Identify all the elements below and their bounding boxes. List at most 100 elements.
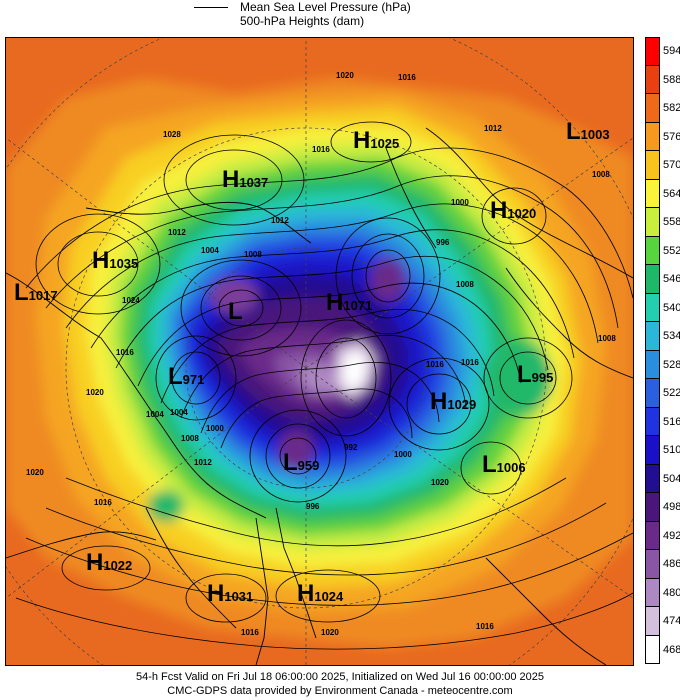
colorbar-swatch [645, 635, 660, 664]
colorbar-label: 546 [663, 273, 680, 286]
isobar-label: 1020 [86, 388, 104, 397]
pressure-center-h1029: H1029 [430, 390, 476, 414]
pressure-center-l1017: L1017 [14, 281, 58, 305]
height-468 [342, 350, 368, 392]
pressure-center-letter: H [86, 549, 104, 576]
map-legend: Mean Sea Level Pressure (hPa) 500-hPa He… [190, 0, 450, 30]
colorbar-swatch [645, 521, 660, 550]
isobar-label: 1024 [122, 296, 140, 305]
colorbar-swatch [645, 464, 660, 493]
colorbar-label: 558 [663, 216, 680, 229]
pressure-center-l971: L971 [168, 365, 204, 389]
pressure-center-l-unlabeled: L [228, 300, 243, 324]
pressure-center-value: 1017 [28, 288, 58, 303]
data-source-caption: CMC-GDPS data provided by Environment Ca… [167, 685, 513, 697]
colorbar-label: 492 [663, 529, 680, 542]
pressure-center-value: 971 [182, 372, 205, 387]
pressure-center-letter: L [517, 361, 532, 388]
isobar-label: 1016 [476, 622, 494, 631]
colorbar-swatch [645, 65, 660, 94]
pressure-center-l959: L959 [283, 451, 319, 475]
isobar-label: 1020 [26, 468, 44, 477]
colorbar-swatch [645, 436, 660, 465]
pressure-center-letter: H [430, 388, 448, 415]
colorbar-swatch [645, 179, 660, 208]
isobar-label: 1000 [394, 450, 412, 459]
mslp-legend-label: Mean Sea Level Pressure (hPa) [240, 0, 411, 14]
isobar-label: 1012 [271, 216, 289, 225]
polar-weather-map: H1025 L1003 H1037 H1020 H1035 L1017 L H1… [5, 37, 634, 666]
pressure-center-value: 1031 [224, 589, 254, 604]
colorbar-label: 540 [663, 301, 680, 314]
colorbar-label: 570 [663, 159, 680, 172]
pressure-center-h1024: H1024 [297, 582, 343, 606]
pressure-center-value: 1003 [580, 127, 610, 142]
pressure-center-h1031: H1031 [207, 582, 253, 606]
pressure-center-h1020: H1020 [490, 199, 536, 223]
colorbar-label: 468 [663, 643, 680, 656]
isobar-label: 1012 [484, 124, 502, 133]
colorbar-label: 594 [663, 45, 680, 58]
colorbar-swatch [645, 265, 660, 294]
pressure-center-value: 1022 [103, 558, 133, 573]
colorbar-label: 552 [663, 244, 680, 257]
colorbar-label: 588 [663, 73, 680, 86]
colorbar-label: 504 [663, 472, 680, 485]
pressure-center-h1071: H1071 [326, 291, 372, 315]
coastlines [6, 127, 633, 665]
colorbar-swatch [645, 607, 660, 636]
isobar-line-sample [194, 7, 228, 8]
isobar-label: 1004 [146, 410, 164, 419]
pressure-center-l1003: L1003 [566, 120, 610, 144]
pressure-center-h1037: H1037 [222, 168, 268, 192]
colorbar-swatch [645, 151, 660, 180]
pressure-center-letter: H [222, 166, 240, 193]
pressure-center-h1022: H1022 [86, 551, 132, 575]
isobar-label: 1008 [598, 334, 616, 343]
isobar-label: 1020 [431, 478, 449, 487]
pressure-center-l1006: L1006 [482, 453, 526, 477]
pressure-centers-rings [35, 121, 573, 623]
forecast-valid-caption: 54-h Fcst Valid on Fri Jul 18 06:00:00 2… [135, 671, 545, 683]
lat-lon-grid [6, 38, 633, 665]
isobar-label: 1016 [398, 73, 416, 82]
pressure-center-h1025: H1025 [353, 129, 399, 153]
colorbar-label: 510 [663, 444, 680, 457]
isobar-label: 1016 [94, 498, 112, 507]
height-colorbar: 594 588 582 576 570 564 558 552 546 540 534 528 522 5… [645, 37, 680, 664]
colorbar-swatch [645, 122, 660, 151]
pressure-center-h1035: H1035 [92, 249, 138, 273]
pressure-center-letter: L [482, 451, 497, 478]
isobar-label: 1008 [592, 170, 610, 179]
isobar-label: 1000 [451, 198, 469, 207]
pressure-center-value: 1020 [507, 206, 537, 221]
pressure-center-value: 1037 [239, 175, 269, 190]
pressure-center-letter: H [326, 289, 344, 316]
height-480 [298, 364, 344, 392]
isobar-label: 1004 [201, 246, 219, 255]
colorbar-swatch [645, 293, 660, 322]
pressure-center-value: 1006 [496, 460, 526, 475]
colorbar-swatch [645, 350, 660, 379]
isobar-label: 996 [306, 502, 320, 511]
isobar-label: 1016 [312, 145, 330, 154]
colorbar-swatch [645, 236, 660, 265]
isobar-label: 1020 [336, 71, 354, 80]
heights-legend-label: 500-hPa Heights (dam) [240, 14, 365, 28]
colorbar-label: 534 [663, 330, 680, 343]
isobar-label: 1008 [244, 250, 262, 259]
colorbar-label: 516 [663, 415, 680, 428]
colorbar-swatch [645, 379, 660, 408]
colorbar-label: 528 [663, 358, 680, 371]
pressure-center-value: 995 [531, 370, 554, 385]
pressure-center-letter: H [92, 247, 110, 274]
pressure-center-letter: H [207, 580, 225, 607]
colorbar-swatch [645, 578, 660, 607]
isobar-label: 1008 [456, 280, 474, 289]
pressure-center-value: 1071 [343, 298, 373, 313]
isobar-label: 1004 [170, 408, 188, 417]
colorbar-swatch [645, 37, 660, 66]
colorbar-label: 480 [663, 586, 680, 599]
pressure-center-letter: L [14, 279, 29, 306]
pressure-center-letter: H [353, 127, 371, 154]
